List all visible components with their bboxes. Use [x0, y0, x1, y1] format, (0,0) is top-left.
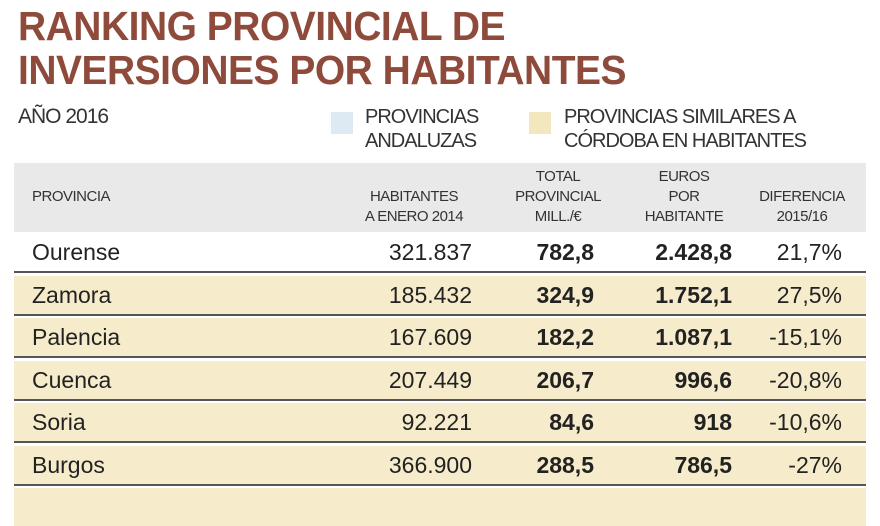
cell-habitantes: 185.432	[388, 281, 472, 308]
title-line: RANKING PROVINCIAL DE	[18, 3, 506, 49]
h: MILL./€	[534, 208, 582, 225]
cell-total: 84,6	[549, 409, 594, 435]
legend-swatch-similares	[529, 112, 551, 134]
cell-diferencia: -27%	[788, 451, 842, 478]
table-row-partial	[14, 488, 866, 526]
cell-habitantes: 167.609	[388, 324, 472, 350]
header-diferencia: DIFERENCIA 2015/16	[744, 187, 860, 227]
cell-euros: 996,6	[674, 366, 732, 393]
table-row: Cuenca 207.449 206,7 996,6 -20,8%	[14, 360, 866, 401]
cell-total: 782,8	[536, 239, 594, 265]
legend-text: CÓRDOBA EN HABITANTES	[564, 130, 807, 152]
cell-diferencia: 21,7%	[776, 239, 842, 265]
cell-euros: 786,5	[674, 451, 732, 478]
cell-provincia: Palencia	[32, 324, 121, 350]
table-row: Burgos 366.900 288,5 786,5 -27%	[14, 445, 866, 486]
header-habitantes: HABITANTES A ENERO 2014	[349, 187, 479, 227]
cell-diferencia: 27,5%	[776, 281, 842, 308]
cell-diferencia: -10,6%	[769, 409, 842, 435]
page-title: RANKING PROVINCIAL DE INVERSIONES POR HAB…	[18, 3, 627, 93]
header-total: TOTAL PROVINCIAL MILL./€	[502, 167, 614, 227]
table-row: Soria 92.221 84,6 918 -10,6%	[14, 403, 866, 443]
h: 2015/16	[776, 208, 828, 225]
cell-provincia: Zamora	[32, 281, 112, 308]
h: DIFERENCIA	[759, 188, 845, 205]
h: POR	[668, 188, 700, 205]
h: HABITANTE	[644, 208, 724, 225]
table-header: PROVINCIA HABITANTES A ENERO 2014 TOTAL PR…	[14, 163, 866, 232]
cell-diferencia: -15,1%	[769, 324, 842, 350]
cell-habitantes: 92.221	[401, 409, 472, 435]
cell-total: 206,7	[536, 366, 594, 393]
h: A ENERO 2014	[364, 208, 464, 225]
legend-similares: PROVINCIAS SIMILARES A CÓRDOBA EN HABITAN…	[564, 105, 807, 153]
cell-provincia: Burgos	[32, 451, 105, 478]
cell-total: 324,9	[536, 281, 594, 308]
cell-provincia: Cuenca	[32, 366, 112, 393]
cell-habitantes: 207.449	[388, 366, 472, 393]
cell-euros: 2.428,8	[655, 239, 732, 265]
legend-swatch-andaluzas	[331, 112, 353, 134]
cell-euros: 1.087,1	[655, 324, 732, 350]
h: TOTAL	[535, 168, 581, 185]
legend-text: ANDALUZAS	[365, 130, 477, 152]
header-provincia: PROVINCIA	[32, 188, 111, 205]
cell-provincia: Soria	[32, 409, 86, 435]
cell-total: 182,2	[536, 324, 594, 350]
table-row: Zamora 185.432 324,9 1.752,1 27,5%	[14, 275, 866, 316]
h: HABITANTES	[369, 188, 459, 205]
cell-provincia: Ourense	[32, 239, 121, 265]
cell-euros: 918	[693, 409, 732, 435]
table-row: Ourense 321.837 782,8 2.428,8 21,7%	[14, 233, 866, 273]
cell-diferencia: -20,8%	[769, 366, 842, 393]
h: PROVINCIAL	[515, 188, 601, 205]
year-label: AÑO 2016	[18, 105, 109, 128]
legend-andaluzas: PROVINCIAS ANDALUZAS	[365, 105, 479, 153]
cell-habitantes: 366.900	[388, 451, 472, 478]
legend-text: PROVINCIAS SIMILARES A	[564, 106, 796, 128]
cell-total: 288,5	[536, 451, 594, 478]
cell-habitantes: 321.837	[388, 239, 472, 265]
header-euros: EUROS POR HABITANTE	[634, 167, 734, 227]
h: EUROS	[658, 168, 710, 185]
cell-euros: 1.752,1	[655, 281, 732, 308]
table-row: Palencia 167.609 182,2 1.087,1 -15,1%	[14, 318, 866, 358]
legend-text: PROVINCIAS	[365, 106, 479, 128]
title-line: INVERSIONES POR HABITANTES	[18, 47, 627, 93]
